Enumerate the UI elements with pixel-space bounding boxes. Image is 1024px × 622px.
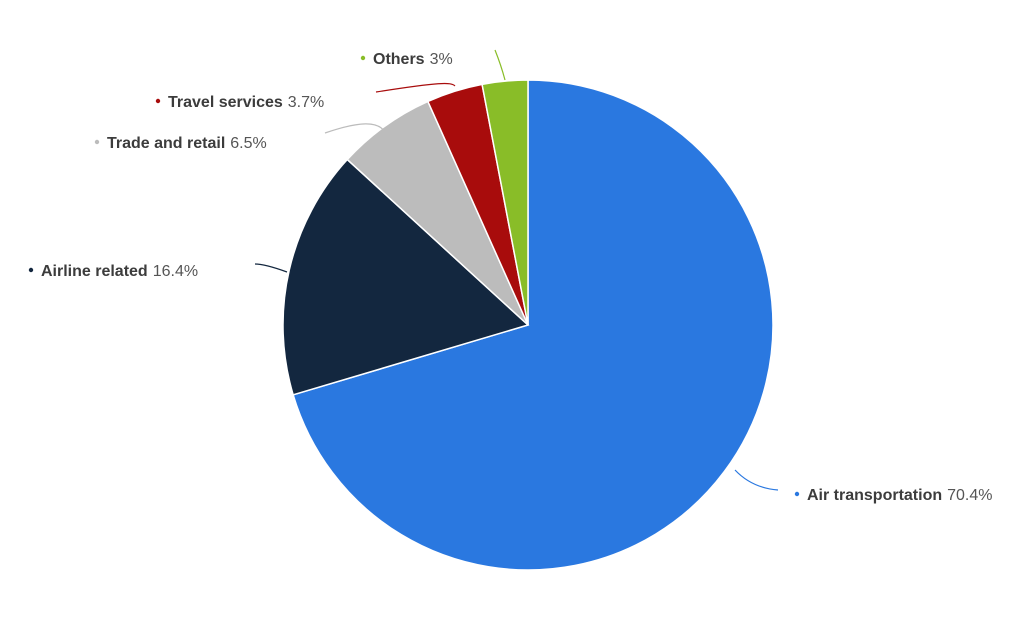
connector-travel-services xyxy=(375,82,456,93)
data-label-value: 70.4% xyxy=(947,487,992,504)
label-dot-trade-and-retail xyxy=(94,139,100,145)
pie-slice-others[interactable] xyxy=(481,79,529,326)
label-dot-others xyxy=(360,55,366,61)
data-label-name: Airline related xyxy=(41,263,148,280)
data-label-value: 6.5% xyxy=(230,135,266,152)
data-label-trade-and-retail: Trade and retail 6.5% xyxy=(107,135,267,152)
label-dot-airline-related xyxy=(28,267,34,273)
pie-slice-air-transportation[interactable] xyxy=(292,79,774,571)
data-label-others: Others 3% xyxy=(373,51,453,68)
data-label-air-transportation: Air transportation 70.4% xyxy=(807,487,993,504)
label-dot-travel-services xyxy=(155,98,161,104)
connector-others xyxy=(494,49,506,81)
data-label-name: Air transportation xyxy=(807,487,942,504)
label-connectors xyxy=(254,49,779,491)
slice-labels: Air transportation 70.4% Airline related 16… xyxy=(28,51,993,504)
data-label-value: 16.4% xyxy=(153,263,198,280)
data-label-name: Trade and retail xyxy=(107,135,225,152)
data-label-value: 3.7% xyxy=(288,94,324,111)
data-label-name: Travel services xyxy=(168,94,283,111)
pie-slice-airline-related[interactable] xyxy=(282,158,530,396)
label-dot-air-transportation xyxy=(794,491,800,497)
connector-trade-and-retail xyxy=(324,123,386,134)
data-label-value: 3% xyxy=(430,51,453,68)
data-label-name: Others xyxy=(373,51,425,68)
data-label-travel-services: Travel services 3.7% xyxy=(168,94,324,111)
connector-air-transportation xyxy=(734,469,779,491)
connector-airline-related xyxy=(254,263,288,273)
pie-slices xyxy=(282,79,774,571)
data-label-airline-related: Airline related 16.4% xyxy=(41,263,198,280)
